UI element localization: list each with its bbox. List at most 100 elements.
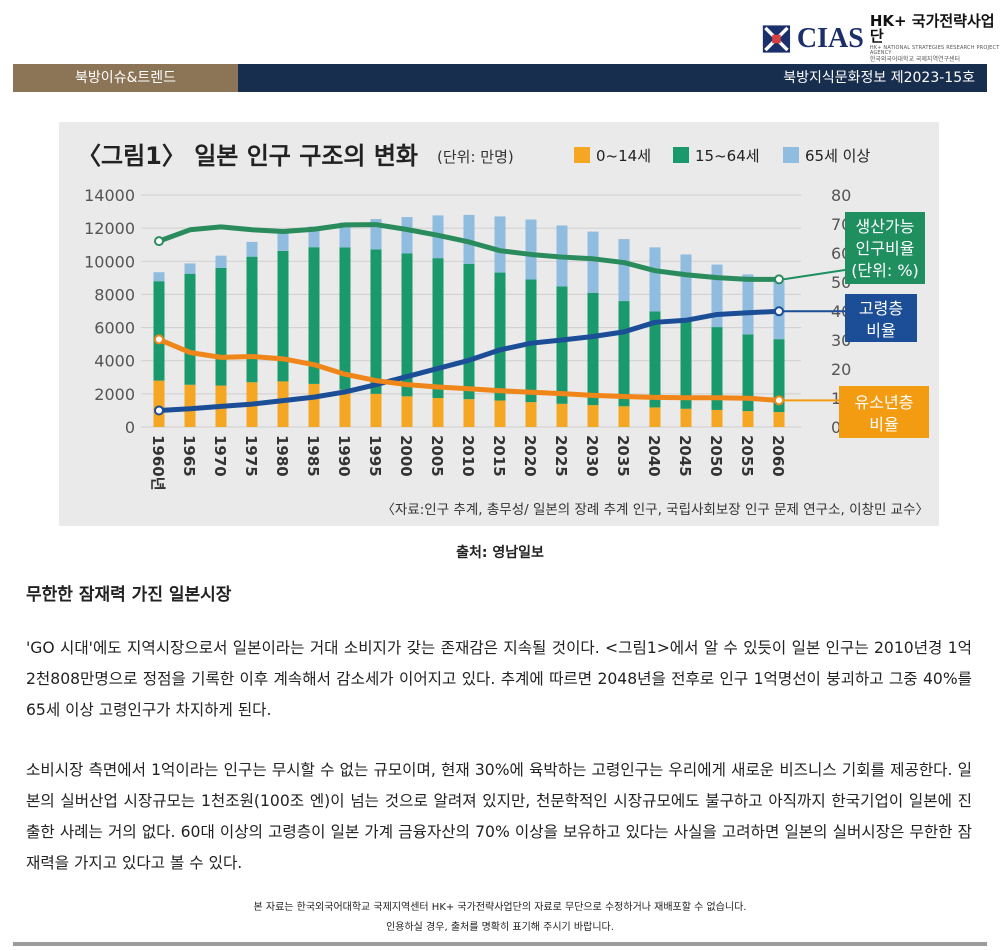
x-tick-label: 2060 [769,435,787,477]
x-tick-label: 2015 [490,435,508,477]
bar-segment [587,292,599,406]
working-age-ratio-label: 생산가능 [856,217,915,236]
bar-segment [432,398,444,427]
elderly-ratio-label: 비율 [866,321,895,340]
article-heading: 무한한 잠재력 가진 일본시장 [26,585,232,605]
series-line [158,222,779,282]
youth-ratio-label-box [839,386,929,438]
bar-segment [308,247,320,384]
series-line [158,308,780,413]
bar-segment [184,263,196,274]
bar-segment [370,393,382,427]
footer-line: 본 자료는 한국외국어대학교 국제지역센터 HK+ 국가전략사업단의 자료로 무… [253,902,747,913]
bar-segment [680,408,692,427]
bar-segment [494,400,506,427]
bar-segment [308,383,320,427]
bar-segment [649,407,661,427]
x-tick-label: 1960년 [149,435,167,491]
line-start-marker [154,405,164,416]
x-tick-label: 2040 [645,435,663,477]
bottom-divider [13,942,987,946]
bar-segment [773,339,785,413]
y-tick-left: 12000 [84,219,135,238]
bar-segment [649,247,661,312]
legend-swatch [673,147,689,163]
footer-notice: 본 자료는 한국외국어대학교 국제지역센터 HK+ 국가전략사업단의 자료로 무… [0,898,1000,938]
bar-segment [680,254,692,319]
working-age-ratio-label: (단위: %) [851,261,919,280]
legend-swatch [783,147,799,163]
x-tick-label: 2005 [428,435,446,477]
legend-label: 15~64세 [695,147,760,165]
bar-segment [618,239,630,302]
bar-segment [556,403,568,427]
y-tick-left: 10000 [84,252,135,271]
bar-segment [742,274,754,335]
working-age-ratio-label-box [845,212,925,284]
bar-segment [370,219,382,250]
bar-segment [556,286,568,404]
logo-subtitle-korean: 한국외국어대학교 국제지역연구센터 [869,56,961,63]
bar-segment [711,327,723,410]
chart-title: 〈그림1〉 일본 인구 구조의 변화 [77,142,418,170]
bar-segment [184,273,196,385]
bar-segment [153,380,165,427]
y-tick-right: 80 [831,186,851,205]
logo-title: HK+ 국가전략사업단 [869,12,995,45]
x-tick-label: 2030 [583,435,601,477]
x-tick-label: 2025 [552,435,570,477]
bar-segment [494,216,506,273]
x-tick-label: 2000 [397,435,415,477]
bar-segment [370,249,382,394]
x-tick-label: 1970 [211,435,229,477]
legend-label: 65세 이상 [805,147,870,165]
population-figure: 〈그림1〉 일본 인구 구조의 변화 (단위: 만명) 0~14세 15~64세 65세… [59,122,939,526]
bar-segment [277,250,289,382]
x-tick-label: 2045 [676,435,694,477]
bar-segment [742,334,754,412]
bar-segment [401,253,413,397]
x-tick-label: 1980 [273,435,291,477]
header-bar: 북방이슈&트렌드 북방지식문화정보 제2023-15호 [13,64,987,92]
bar-segment [215,267,227,386]
article-paragraph: 소비시장 측면에서 1억이라는 인구는 무시할 수 없는 규모이며, 현재 30… [26,761,972,872]
series-line [158,337,780,403]
line-end-marker [774,274,784,285]
bar-segment [401,396,413,427]
bar-segment [711,264,723,328]
issue-label: 북방지식문화정보 제2023-15호 [783,70,975,86]
footer-line: 인용하실 경우, 출처를 명확히 표기해 주시기 바랍니다. [386,922,614,933]
bar-segment [153,281,165,381]
bar-segment [401,217,413,254]
working-age-ratio-label: 인구비율 [856,239,915,258]
bar-segment [308,226,320,248]
bar-segment [432,258,444,398]
x-tick-label: 2010 [459,435,477,477]
y-tick-left: 6000 [94,319,135,338]
legend-swatch [574,147,590,163]
logo-subtitle: HK+ NATIONAL STRATEGIES RESEARCH PROJECT… [869,45,1000,56]
youth-ratio-label: 비율 [869,415,898,434]
y-tick-left: 0 [125,418,135,437]
x-tick-label: 1965 [180,435,198,477]
bar-segment [618,301,630,407]
bar-segment [463,263,475,400]
bar-segment [339,389,351,427]
bar-segment [246,256,258,383]
line-end-marker [774,395,784,406]
y-tick-right: 0 [831,418,841,437]
source-caption: 출처: 영남일보 [456,545,544,561]
bar-segment [463,399,475,427]
y-tick-left: 14000 [84,186,135,205]
x-tick-label: 2055 [738,435,756,477]
y-tick-left: 8000 [94,285,135,304]
population-chart: 〈그림1〉 일본 인구 구조의 변화 (단위: 만명) 0~14세 15~64세 65세… [77,142,929,518]
bar-segment [246,241,258,257]
bar-segment [494,272,506,401]
bar-segment [277,381,289,427]
youth-ratio-label: 유소년층 [855,393,914,412]
bar-segment [215,255,227,268]
bar-segment [339,247,351,390]
bar-segment [153,272,165,282]
legend-label: 0~14세 [596,147,651,165]
